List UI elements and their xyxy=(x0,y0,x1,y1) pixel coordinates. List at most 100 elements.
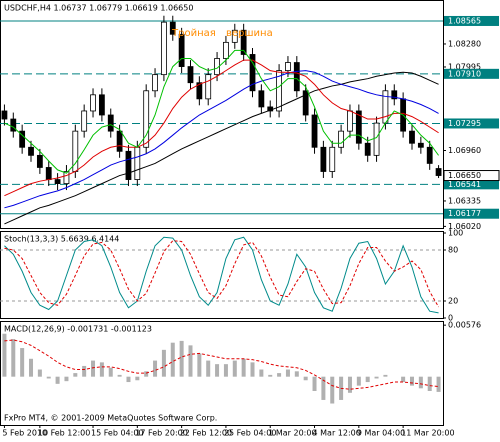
copyright: FxPro MT4, © 2001-2009 MetaQuotes Softwa… xyxy=(4,414,217,423)
level-label-box xyxy=(444,15,499,26)
histogram-bar xyxy=(170,342,175,377)
histogram-bar xyxy=(409,376,414,386)
x-tick-label: 22 Feb 12:00 xyxy=(180,429,232,438)
histogram-bar xyxy=(356,376,361,386)
histogram-bar xyxy=(197,353,202,377)
histogram-bar xyxy=(268,374,273,377)
level-label: 1.08565 xyxy=(448,16,481,25)
histogram-bar xyxy=(330,376,335,404)
histogram-bar xyxy=(126,376,131,383)
candle-body xyxy=(285,62,291,72)
level-label-box xyxy=(444,68,499,79)
candle-body xyxy=(249,54,256,92)
candle-body xyxy=(417,142,424,148)
histogram-bar xyxy=(108,367,113,377)
candle-body xyxy=(240,29,247,55)
panel-title: Stoch(13,3,3) 5.6639 6.4144 xyxy=(4,235,119,244)
histogram-bar xyxy=(55,376,60,384)
candle-body xyxy=(391,90,398,100)
histogram-bar xyxy=(82,365,87,377)
x-tick-label: 15 Feb 04:00 xyxy=(91,429,143,438)
level-label: 1.07910 xyxy=(448,69,481,78)
candle-body xyxy=(36,154,43,168)
histogram-bar xyxy=(215,364,220,377)
last-price-box xyxy=(443,170,500,182)
candle-body xyxy=(435,168,442,176)
candle-body xyxy=(231,29,238,43)
candle-body xyxy=(320,146,327,172)
y-tick-label: 1.07995 xyxy=(448,62,481,71)
histogram-bar xyxy=(37,369,42,377)
histogram-bar xyxy=(312,376,317,391)
histogram-bar xyxy=(321,376,326,400)
panel-frame xyxy=(0,321,444,426)
candle-body xyxy=(347,110,353,132)
histogram-bar xyxy=(259,369,264,377)
candle-body xyxy=(98,94,105,116)
candle-body xyxy=(258,90,265,108)
candle-body xyxy=(338,130,345,148)
candle-body xyxy=(1,110,8,120)
series-line xyxy=(4,59,439,197)
candle-body xyxy=(161,21,167,76)
panel-frame xyxy=(0,231,444,319)
panel-title: MACD(12,26,9) -0.001731 -0.001123 xyxy=(4,325,152,334)
y-tick-label: 20 xyxy=(448,297,458,306)
annotation: вершина xyxy=(226,28,273,39)
histogram-bar xyxy=(46,376,51,379)
histogram-bar xyxy=(206,360,211,377)
candle-body xyxy=(329,146,336,172)
level-label-box xyxy=(444,118,499,129)
histogram-bar xyxy=(303,376,308,381)
series-line xyxy=(4,240,440,308)
histogram-bar xyxy=(29,358,34,377)
histogram-bar xyxy=(365,376,370,383)
candle-body xyxy=(10,118,17,132)
histogram-bar xyxy=(73,373,78,377)
y-tick-label: 0.00576 xyxy=(448,321,481,330)
y-tick-label: 1.06960 xyxy=(448,146,481,155)
candle-body xyxy=(373,122,380,156)
candle-body xyxy=(311,114,318,148)
histogram-bar xyxy=(418,376,423,389)
level-label: 1.07295 xyxy=(448,119,481,128)
candle-body xyxy=(134,146,141,180)
candle-body xyxy=(81,110,88,132)
histogram-bar xyxy=(250,362,255,377)
annotation: Тройная xyxy=(171,28,216,39)
histogram-bar xyxy=(91,360,96,377)
x-tick-label: 9 Mar 04:00 xyxy=(357,429,405,438)
series-line xyxy=(4,339,439,390)
y-tick-label: 1.06335 xyxy=(448,196,481,205)
histogram-bar xyxy=(2,333,7,377)
histogram-bar xyxy=(117,374,122,377)
y-tick-label: 80 xyxy=(448,246,458,255)
candle-body xyxy=(54,179,61,185)
panel-frame xyxy=(0,0,444,229)
histogram-bar xyxy=(153,360,158,377)
panel-title: USDCHF,H4 1.06737 1.06779 1.06619 1.0665… xyxy=(4,4,193,13)
series-line xyxy=(4,71,439,225)
candle-body xyxy=(293,62,300,92)
candle-body xyxy=(125,150,132,180)
candle-body xyxy=(205,74,212,100)
candle-body xyxy=(409,130,415,144)
candle-body xyxy=(178,33,185,67)
histogram-bar xyxy=(188,345,193,377)
x-tick-label: 5 Feb 2010 xyxy=(2,429,47,438)
histogram-bar xyxy=(64,376,69,382)
level-label: 1.06177 xyxy=(448,209,481,218)
last-price-label: 1.06650 xyxy=(448,171,481,180)
candle-body xyxy=(45,167,52,180)
histogram-bar xyxy=(294,371,299,377)
y-tick-label: 0 xyxy=(448,314,453,323)
series-line xyxy=(4,236,439,314)
histogram-bar xyxy=(144,371,149,377)
candle-body xyxy=(355,110,362,144)
x-tick-label: 25 Feb 04:00 xyxy=(224,429,276,438)
candle-body xyxy=(116,130,123,152)
candle-body xyxy=(364,142,371,156)
x-tick-label: 11 Mar 20:00 xyxy=(401,429,454,438)
histogram-bar xyxy=(99,362,104,377)
